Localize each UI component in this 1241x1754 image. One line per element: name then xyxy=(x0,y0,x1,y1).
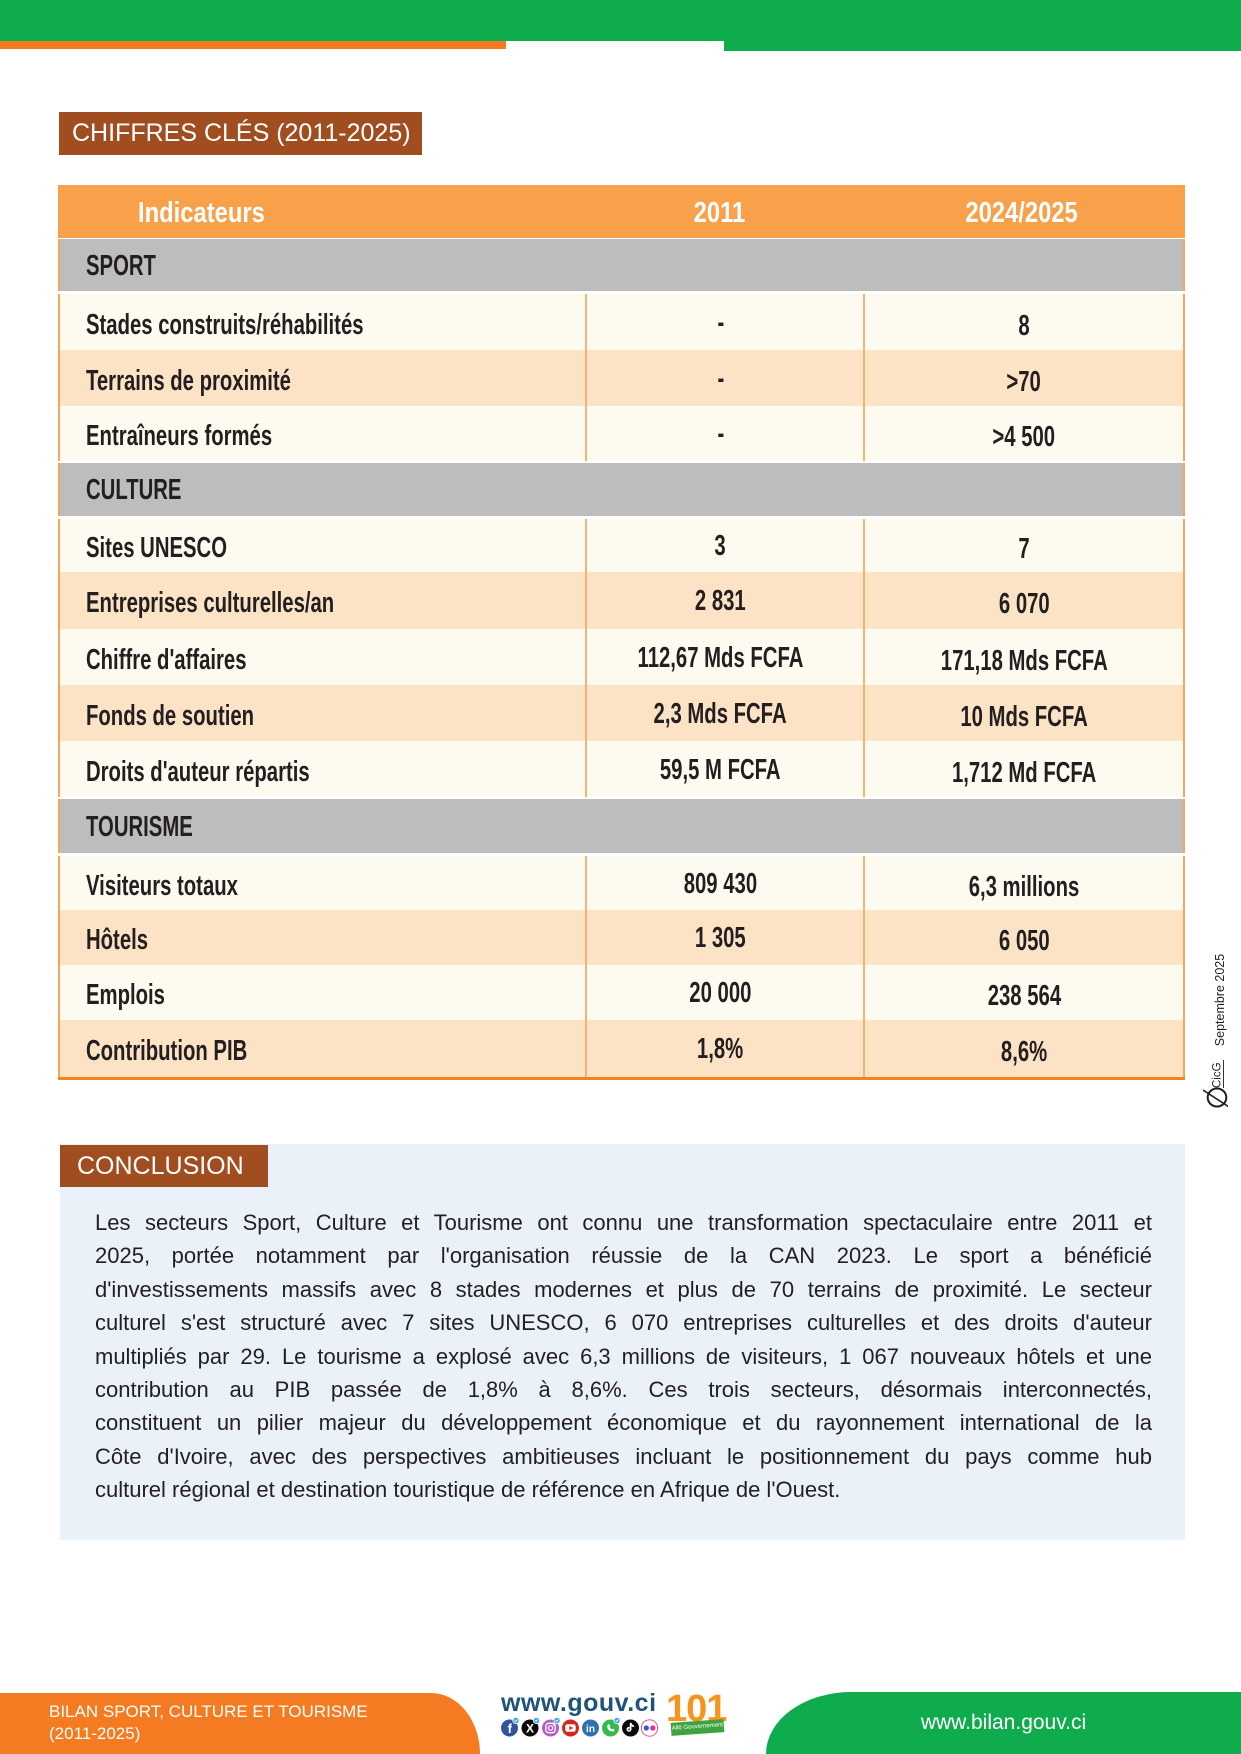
svg-text:in: in xyxy=(586,1724,595,1735)
svg-text:X: X xyxy=(526,1722,534,1736)
svg-text:CicG: CicG xyxy=(1212,1062,1224,1088)
svg-text:f: f xyxy=(508,1721,513,1736)
